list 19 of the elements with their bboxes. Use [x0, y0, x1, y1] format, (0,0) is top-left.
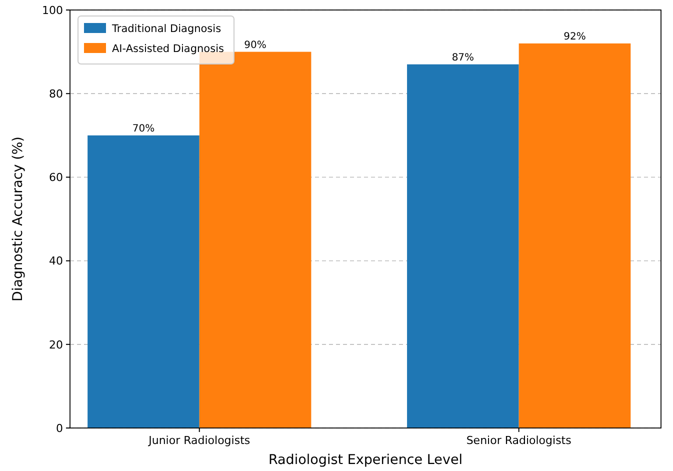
- x-axis-title: Radiologist Experience Level: [268, 452, 463, 468]
- bar: [88, 135, 200, 428]
- y-tick-label: 80: [49, 87, 63, 100]
- y-tick-label: 0: [56, 422, 63, 435]
- y-tick-label: 20: [49, 338, 63, 352]
- bar: [518, 43, 631, 428]
- x-tick-label: Senior Radiologists: [466, 434, 572, 447]
- y-tick-label: 40: [49, 254, 63, 268]
- bar: [407, 64, 519, 428]
- legend-label: Traditional Diagnosis: [111, 23, 222, 35]
- data-label: 70%: [132, 123, 155, 134]
- y-tick-label: 100: [42, 4, 63, 17]
- data-label: 87%: [452, 52, 474, 64]
- legend-label: AI-Assisted Diagnosis: [112, 43, 224, 55]
- data-label: 92%: [564, 31, 586, 42]
- x-tick-label: Junior Radiologists: [148, 434, 250, 447]
- y-tick-label: 60: [49, 171, 63, 184]
- data-label: 90%: [244, 40, 266, 51]
- y-axis-title: Diagnostic Accuracy (%): [10, 136, 26, 302]
